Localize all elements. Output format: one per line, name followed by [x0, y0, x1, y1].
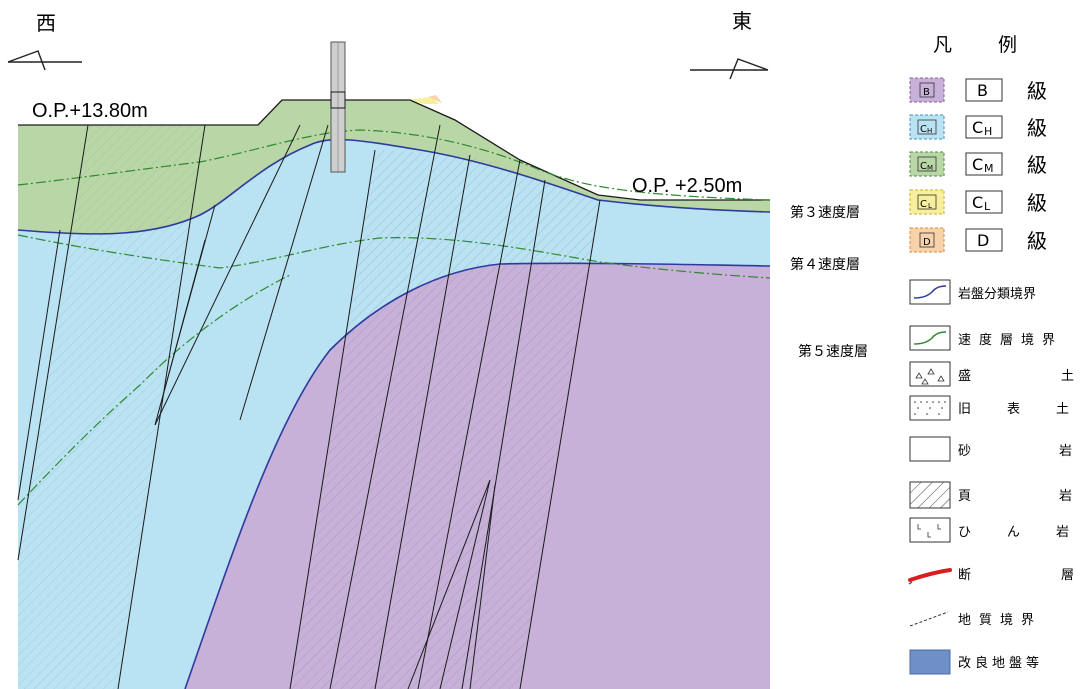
svg-text:M: M — [927, 164, 933, 172]
legend-grade-d: D D 級 — [909, 227, 1047, 253]
shale-icon — [909, 481, 951, 509]
grade-cl-patch — [408, 97, 440, 104]
hornfels-icon — [917, 524, 941, 538]
legend-title-2: 例 — [998, 34, 1017, 56]
legend-velocity-boundary: 速度層境界 — [909, 325, 1063, 351]
old-topsoil-icon — [914, 401, 946, 415]
svg-text:岩盤分類境界: 岩盤分類境界 — [958, 287, 1036, 302]
legend-improved-ground: 改良地盤等 — [909, 649, 1043, 675]
svg-text:C: C — [920, 161, 927, 172]
rock-class-boundary-lower — [184, 262, 771, 689]
legend-fill: 盛土 — [909, 361, 1080, 387]
svg-text:L: L — [928, 202, 932, 210]
legend-geologic-boundary: 地質境界 — [909, 611, 1042, 628]
velocity-boundary-5 — [17, 274, 291, 506]
svg-text:地質境界: 地質境界 — [958, 613, 1042, 628]
west-label: 西 — [36, 11, 56, 35]
legend-grade-d-suffix: 級 — [1027, 229, 1047, 253]
velocity-layer-label-5: 第５速度層 — [798, 343, 868, 360]
east-label: 東 — [732, 9, 752, 33]
legend-fault: 断層 — [908, 568, 1080, 585]
legend-grade-cl: C L C L 級 — [909, 189, 1047, 215]
legend-grade-cm-code: C — [972, 155, 983, 174]
svg-text:H: H — [927, 127, 932, 135]
velocity-boundary-3 — [17, 129, 771, 201]
grade-d-patch — [428, 95, 442, 103]
svg-text:頁岩: 頁岩 — [958, 489, 1080, 504]
velocity-boundary-icon — [913, 331, 947, 345]
legend-grade-b-suffix: 級 — [1027, 79, 1047, 103]
svg-text:D: D — [923, 237, 931, 248]
legend-grade-b-code: B — [977, 81, 988, 100]
svg-text:B: B — [923, 87, 930, 98]
legend-rock-class-boundary: 岩盤分類境界 — [909, 279, 1036, 305]
svg-text:ひん岩: ひん岩 — [958, 525, 1080, 540]
east-elevation-label: O.P. +2.50m — [632, 175, 742, 197]
legend-grade-cl-code: C — [972, 193, 983, 212]
svg-text:C: C — [920, 124, 927, 135]
svg-text:旧表土: 旧表土 — [958, 402, 1080, 417]
east-direction-arrow — [690, 58, 769, 80]
legend-grade-d-code: D — [977, 231, 989, 250]
fill-icon — [915, 368, 945, 385]
grade-cm-zone — [18, 100, 770, 234]
legend-grade-ch: C H C H 級 — [909, 114, 1047, 140]
svg-text:改良地盤等: 改良地盤等 — [958, 655, 1043, 671]
rock-class-boundary-icon — [913, 285, 947, 299]
legend-title-1: 凡 — [933, 34, 952, 56]
velocity-boundary-4 — [17, 234, 771, 279]
legend-grade-cl-suffix: 級 — [1027, 191, 1047, 215]
legend-old-topsoil: 旧表土 — [909, 395, 1080, 421]
svg-text:C: C — [920, 199, 927, 210]
shale-zone-west — [18, 125, 205, 689]
legend-grade-ch-sub: H — [984, 125, 992, 138]
legend-sandstone: 砂岩 — [909, 436, 1080, 462]
ground-surface-line — [18, 99, 770, 201]
pile-cap-marker — [330, 91, 346, 109]
shale-zone-east — [290, 150, 600, 689]
svg-text:盛土: 盛土 — [958, 369, 1080, 384]
legend-grade-b: B B 級 — [909, 77, 1047, 103]
legend: 凡 例 B B 級 C H C H 級 C M C M — [908, 34, 1080, 675]
sandstone-icon — [909, 436, 951, 462]
west-direction-arrow — [7, 50, 82, 71]
legend-grade-cm-suffix: 級 — [1027, 153, 1047, 177]
legend-hornfels: ひん岩 — [909, 517, 1080, 543]
geologic-boundary-lines — [17, 124, 601, 689]
legend-grade-ch-suffix: 級 — [1027, 116, 1047, 140]
geologic-boundary-icon — [909, 611, 949, 627]
legend-grade-cm-sub: M — [984, 162, 994, 175]
legend-grade-ch-code: C — [972, 118, 983, 137]
velocity-layer-label-4: 第４速度層 — [790, 256, 860, 273]
velocity-layer-label-3: 第３速度層 — [790, 204, 860, 221]
svg-text:砂岩: 砂岩 — [958, 444, 1080, 459]
legend-grade-cm: C M C M 級 — [909, 151, 1047, 177]
improved-ground-icon — [909, 649, 951, 675]
rock-class-boundary-upper — [17, 138, 771, 235]
cross-section — [17, 41, 771, 689]
legend-shale: 頁岩 — [909, 481, 1080, 509]
svg-text:速度層境界: 速度層境界 — [958, 332, 1063, 348]
svg-text:断層: 断層 — [958, 568, 1080, 583]
west-elevation-label: O.P.+13.80m — [32, 100, 148, 122]
fault-icon — [908, 568, 952, 582]
legend-grade-cl-sub: L — [984, 200, 991, 213]
